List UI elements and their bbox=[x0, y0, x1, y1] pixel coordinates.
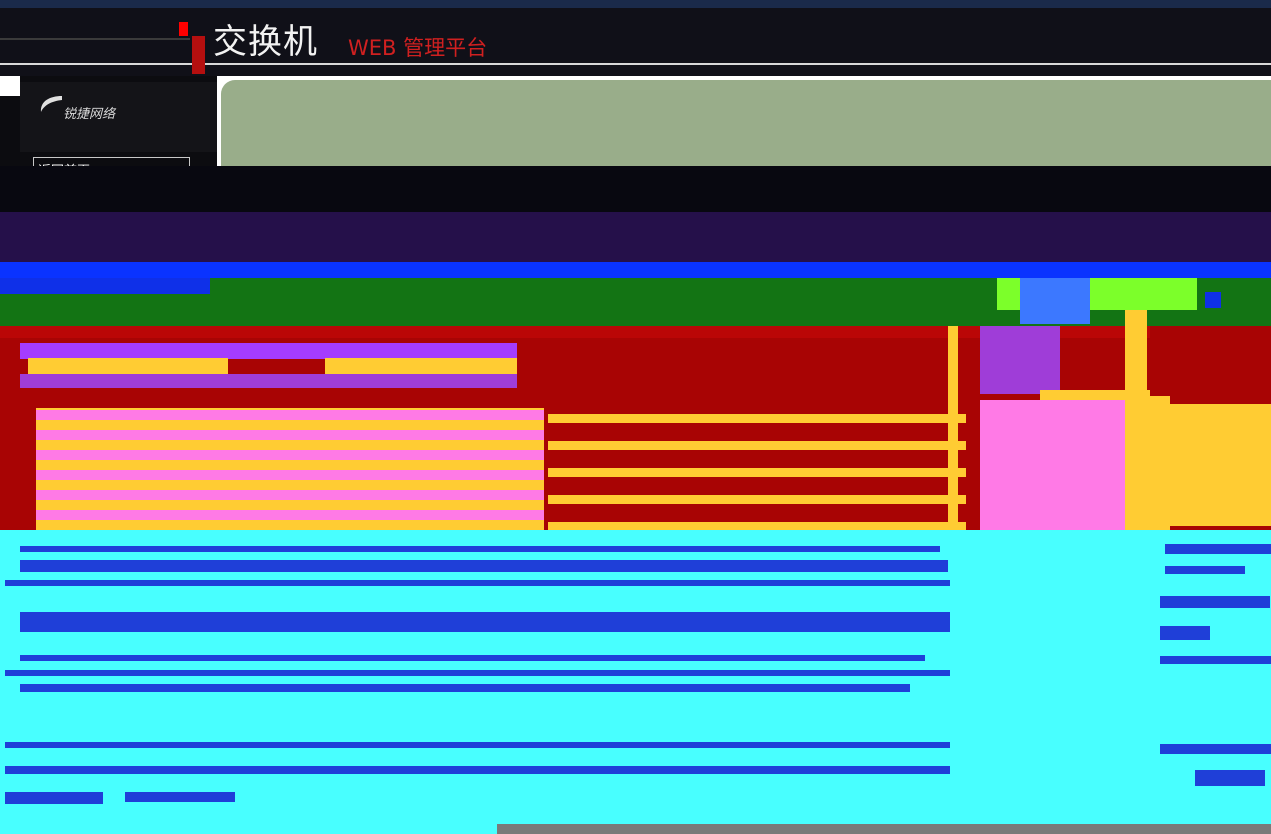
panel-field-1[interactable] bbox=[28, 358, 228, 374]
content-dark-band bbox=[0, 166, 1271, 214]
content-footer-line bbox=[5, 766, 950, 774]
side-panel-right[interactable] bbox=[1170, 404, 1271, 526]
table-row[interactable] bbox=[36, 470, 544, 480]
panel-field-2[interactable] bbox=[325, 358, 517, 374]
toolbar-tab-group[interactable] bbox=[0, 278, 210, 294]
content-line bbox=[20, 684, 910, 692]
content-line bbox=[5, 742, 950, 748]
content-line bbox=[20, 546, 940, 552]
table-row[interactable] bbox=[36, 410, 544, 420]
table-row[interactable] bbox=[548, 495, 966, 504]
content-area bbox=[0, 530, 1271, 834]
port-table bbox=[36, 408, 544, 536]
table-row[interactable] bbox=[548, 441, 966, 450]
table-row[interactable] bbox=[548, 414, 966, 423]
side-panel-corner bbox=[1150, 326, 1271, 396]
header-top-strip bbox=[0, 0, 1271, 8]
content-side-panel bbox=[1155, 530, 1271, 820]
port-table-mid bbox=[548, 410, 966, 536]
header-divider bbox=[0, 63, 1271, 65]
panel-subheader bbox=[20, 374, 517, 388]
footer-link[interactable] bbox=[5, 792, 103, 804]
brand-mark-top bbox=[179, 22, 188, 36]
side-panel-list[interactable] bbox=[980, 400, 1140, 530]
content-line bbox=[5, 580, 950, 586]
content-line bbox=[20, 612, 950, 632]
panel-divider bbox=[948, 326, 958, 536]
content-line bbox=[5, 670, 950, 676]
content-purple-band bbox=[0, 212, 1271, 264]
content-line bbox=[20, 655, 925, 661]
horizontal-scrollbar[interactable] bbox=[497, 824, 1271, 834]
table-row[interactable] bbox=[548, 522, 966, 531]
toolbar-button[interactable] bbox=[1020, 278, 1090, 324]
table-row[interactable] bbox=[36, 450, 544, 460]
table-row[interactable] bbox=[36, 490, 544, 500]
table-row[interactable] bbox=[548, 468, 966, 477]
sidebar-gap bbox=[0, 76, 20, 96]
header-banner bbox=[221, 80, 1271, 166]
table-row[interactable] bbox=[36, 430, 544, 440]
logo-text: 锐捷网络 bbox=[63, 107, 116, 122]
side-panel-header bbox=[980, 326, 1060, 394]
logo-panel bbox=[20, 82, 217, 152]
toolbar-icon[interactable] bbox=[1205, 292, 1221, 308]
app-title: 交换机 bbox=[213, 22, 318, 62]
header-divider-left bbox=[0, 38, 190, 40]
footer-link-2[interactable] bbox=[125, 792, 235, 802]
nav-bar[interactable] bbox=[0, 262, 1271, 278]
content-line bbox=[20, 560, 948, 572]
config-panel-top bbox=[0, 326, 1271, 338]
side-panel-divider bbox=[1125, 310, 1147, 530]
table-row[interactable] bbox=[36, 510, 544, 520]
brand-mark-bar bbox=[192, 36, 205, 74]
panel-title-bar bbox=[20, 343, 517, 359]
ruijie-logo-icon bbox=[40, 96, 62, 112]
app-subtitle: WEB 管理平台 bbox=[348, 36, 488, 60]
